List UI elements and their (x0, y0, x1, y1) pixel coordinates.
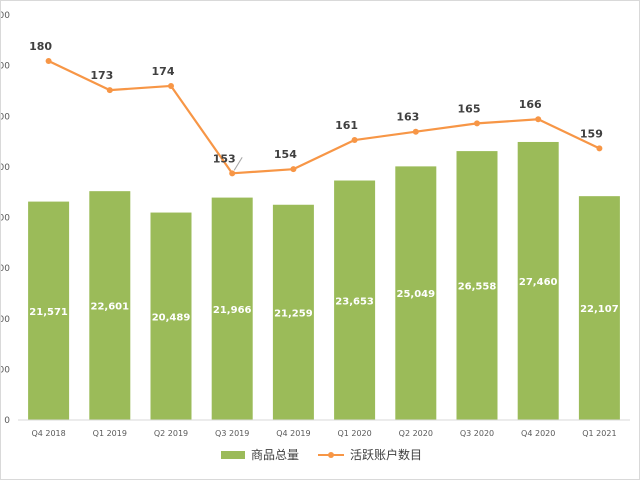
bar (395, 166, 437, 420)
y-axis-ticks: 0000000000000000000000000 (0, 11, 10, 426)
y-tick-label: 0 (4, 416, 10, 426)
bar (272, 204, 314, 420)
bar (578, 196, 620, 420)
line-data-label: 174 (152, 65, 175, 78)
x-tick-label: Q3 2019 (215, 429, 249, 438)
bar-data-label: 26,558 (458, 282, 497, 293)
legend: 商品总量 活跃账户数目 (221, 447, 422, 462)
line-point (596, 145, 603, 152)
bar-data-label: 21,259 (274, 308, 313, 319)
bar-series (28, 141, 620, 420)
bar-data-label: 22,601 (91, 302, 130, 313)
line-point (474, 120, 480, 127)
line-data-label: 166 (519, 98, 542, 111)
legend-swatch-bar (221, 451, 245, 459)
x-tick-label: Q1 2021 (582, 429, 616, 438)
bar-data-labels: 21,571 22,601 20,489 21,966 21,259 23,653 25,0… (29, 277, 618, 323)
bar (456, 151, 498, 420)
y-tick-label: 000 (0, 163, 10, 173)
bar-data-label: 27,460 (519, 277, 558, 288)
x-tick-label: Q4 2018 (31, 429, 65, 438)
line-data-label: 159 (580, 127, 603, 140)
x-tick-label: Q3 2020 (460, 429, 494, 438)
y-tick-label: 000 (0, 62, 10, 72)
bar (89, 191, 131, 420)
x-tick-label: Q1 2020 (337, 429, 371, 438)
bar-data-label: 25,049 (397, 289, 436, 300)
bar (211, 197, 253, 420)
line-point (45, 58, 52, 64)
bar (334, 180, 376, 420)
bar (150, 212, 192, 420)
bar-data-label: 21,966 (213, 305, 252, 316)
line-path (48, 60, 600, 175)
y-tick-label: 000 (0, 264, 10, 274)
bar-data-label: 22,107 (580, 304, 619, 315)
bar (28, 201, 70, 420)
y-tick-label: 000 (0, 315, 10, 325)
bar (517, 141, 559, 420)
x-tick-label: Q2 2019 (154, 429, 188, 438)
line-data-label: 173 (90, 69, 113, 82)
x-tick-label: Q4 2020 (521, 429, 555, 438)
line-data-label: 180 (29, 40, 52, 53)
x-tick-label: Q4 2019 (276, 429, 310, 438)
line-point (412, 128, 419, 135)
legend-label-bar: 商品总量 (251, 447, 299, 462)
line-point (168, 82, 174, 89)
line-point (351, 137, 358, 144)
line-point (106, 87, 113, 94)
line-data-label: 165 (458, 102, 481, 115)
y-tick-label: 000 (0, 365, 10, 375)
legend-swatch-marker (328, 452, 334, 458)
x-tick-label: Q1 2019 (93, 429, 127, 438)
line-data-label: 161 (335, 119, 358, 132)
legend-label-line: 活跃账户数目 (350, 447, 422, 462)
line-data-label: 153 (213, 152, 236, 165)
y-tick-label: 000 (0, 112, 10, 122)
label-leader-line (233, 157, 243, 171)
bar-data-label: 20,489 (152, 312, 191, 323)
line-data-label: 163 (396, 111, 419, 124)
x-tick-label: Q2 2020 (399, 429, 433, 438)
y-tick-label: 000 (0, 11, 10, 21)
line-point (290, 166, 297, 173)
line-point (229, 170, 236, 177)
line-series (45, 58, 603, 177)
y-tick-label: 000 (0, 214, 10, 224)
bar-data-label: 23,653 (335, 296, 374, 307)
line-point (535, 116, 542, 123)
line-data-label: 154 (274, 148, 297, 161)
bar-data-label: 21,571 (29, 307, 68, 318)
line-data-labels: 180 173 174 153 154 161 163 165 166 159 (29, 40, 603, 171)
x-axis-tick-labels: Q4 2018 Q1 2019 Q2 2019 Q3 2019 Q4 2019 Q1 20… (31, 429, 616, 438)
